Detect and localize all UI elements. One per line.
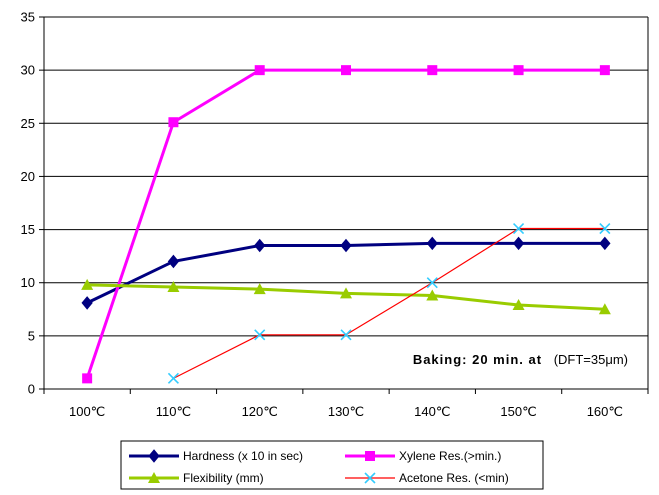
data-point-s2-6 [598,303,611,315]
x-tick-label: 120℃ [242,404,278,419]
legend-marker-3-stroke-b [364,472,376,484]
data-point-s0-4 [426,236,438,251]
annotation-normal: (DFT=35μm) [554,352,628,367]
data-point-s1-5 [513,65,524,76]
series-line-1 [85,68,605,379]
y-tick-label: 30 [21,63,35,78]
x-tick-label: 160℃ [587,404,623,419]
axes: 0 5 10 15 20 25 30 35 100℃ 110℃ 120℃ 130℃ 140℃ 150℃ 16… [21,10,649,419]
y-tick-label: 20 [21,169,35,184]
y-tick-label: 25 [21,116,35,131]
legend: Hardness (x 10 in sec) Xylene Res.(>min.)… [120,440,544,490]
legend-marker-0 [148,449,160,463]
y-tick-label: 10 [21,275,35,290]
x-tick-label: 130℃ [328,404,364,419]
legend-marker-1 [365,451,375,461]
data-point-s2-2 [253,283,266,295]
data-point-s3-5 [599,222,611,235]
data-point-s0-2 [254,238,266,253]
data-point-s3-0-stroke-b [167,372,179,384]
legend-marker-3 [364,472,376,484]
data-point-s3-1-stroke-b [254,329,266,341]
y-tick-label: 5 [28,328,35,343]
data-point-s0-3 [340,238,352,253]
data-point-s1-0 [82,373,93,384]
data-point-s2-3 [340,287,352,299]
y-tick-label: 0 [28,382,35,397]
data-point-s2-5 [512,299,525,311]
y-tick-label: 35 [21,10,35,25]
data-point-s2-1 [167,280,180,292]
y-tick-label: 15 [21,222,35,237]
series-lines [85,68,605,379]
annotation-bold: Baking: 20 min. at [413,352,542,367]
legend-label-2: Flexibility (mm) [183,471,264,485]
data-point-s3-3-stroke-b [426,277,438,289]
data-point-s3-0 [167,372,179,384]
legend-label-0: Hardness (x 10 in sec) [183,449,303,463]
legend-label-1: Xylene Res.(>min.) [399,449,501,463]
data-point-s3-4 [513,222,525,235]
data-point-s3-4-stroke-b [513,222,525,235]
data-point-s0-5 [512,236,525,251]
data-point-s3-2 [340,329,352,341]
data-point-s1-2 [254,65,265,76]
data-point-s3-2-stroke-b [340,329,352,341]
data-point-s1-3 [341,65,351,76]
data-point-s0-6 [599,236,611,251]
data-point-s2-4 [426,289,439,301]
data-point-s1-6 [599,65,610,76]
data-point-s3-5-stroke-b [599,222,611,235]
data-point-s1-4 [427,65,438,76]
series-line-3 [173,227,605,379]
x-tick-label: 110℃ [156,404,191,419]
series-markers [81,65,611,384]
legend-box [120,440,544,490]
x-tick-label: 100℃ [69,404,105,419]
x-tick-label: 140℃ [414,404,450,419]
data-point-s0-0 [81,296,93,310]
data-point-s3-3 [426,277,438,289]
chart-annotation: Baking: 20 min. at (DFT=35μm) [413,352,628,367]
data-point-s2-0 [81,278,94,290]
legend-marker-2 [148,472,160,483]
x-tick-label: 150℃ [500,404,536,419]
data-point-s3-1 [254,329,266,341]
data-point-s0-1 [167,254,180,269]
legend-label-3: Acetone Res. (<min) [399,471,509,485]
data-point-s1-1 [168,117,179,128]
